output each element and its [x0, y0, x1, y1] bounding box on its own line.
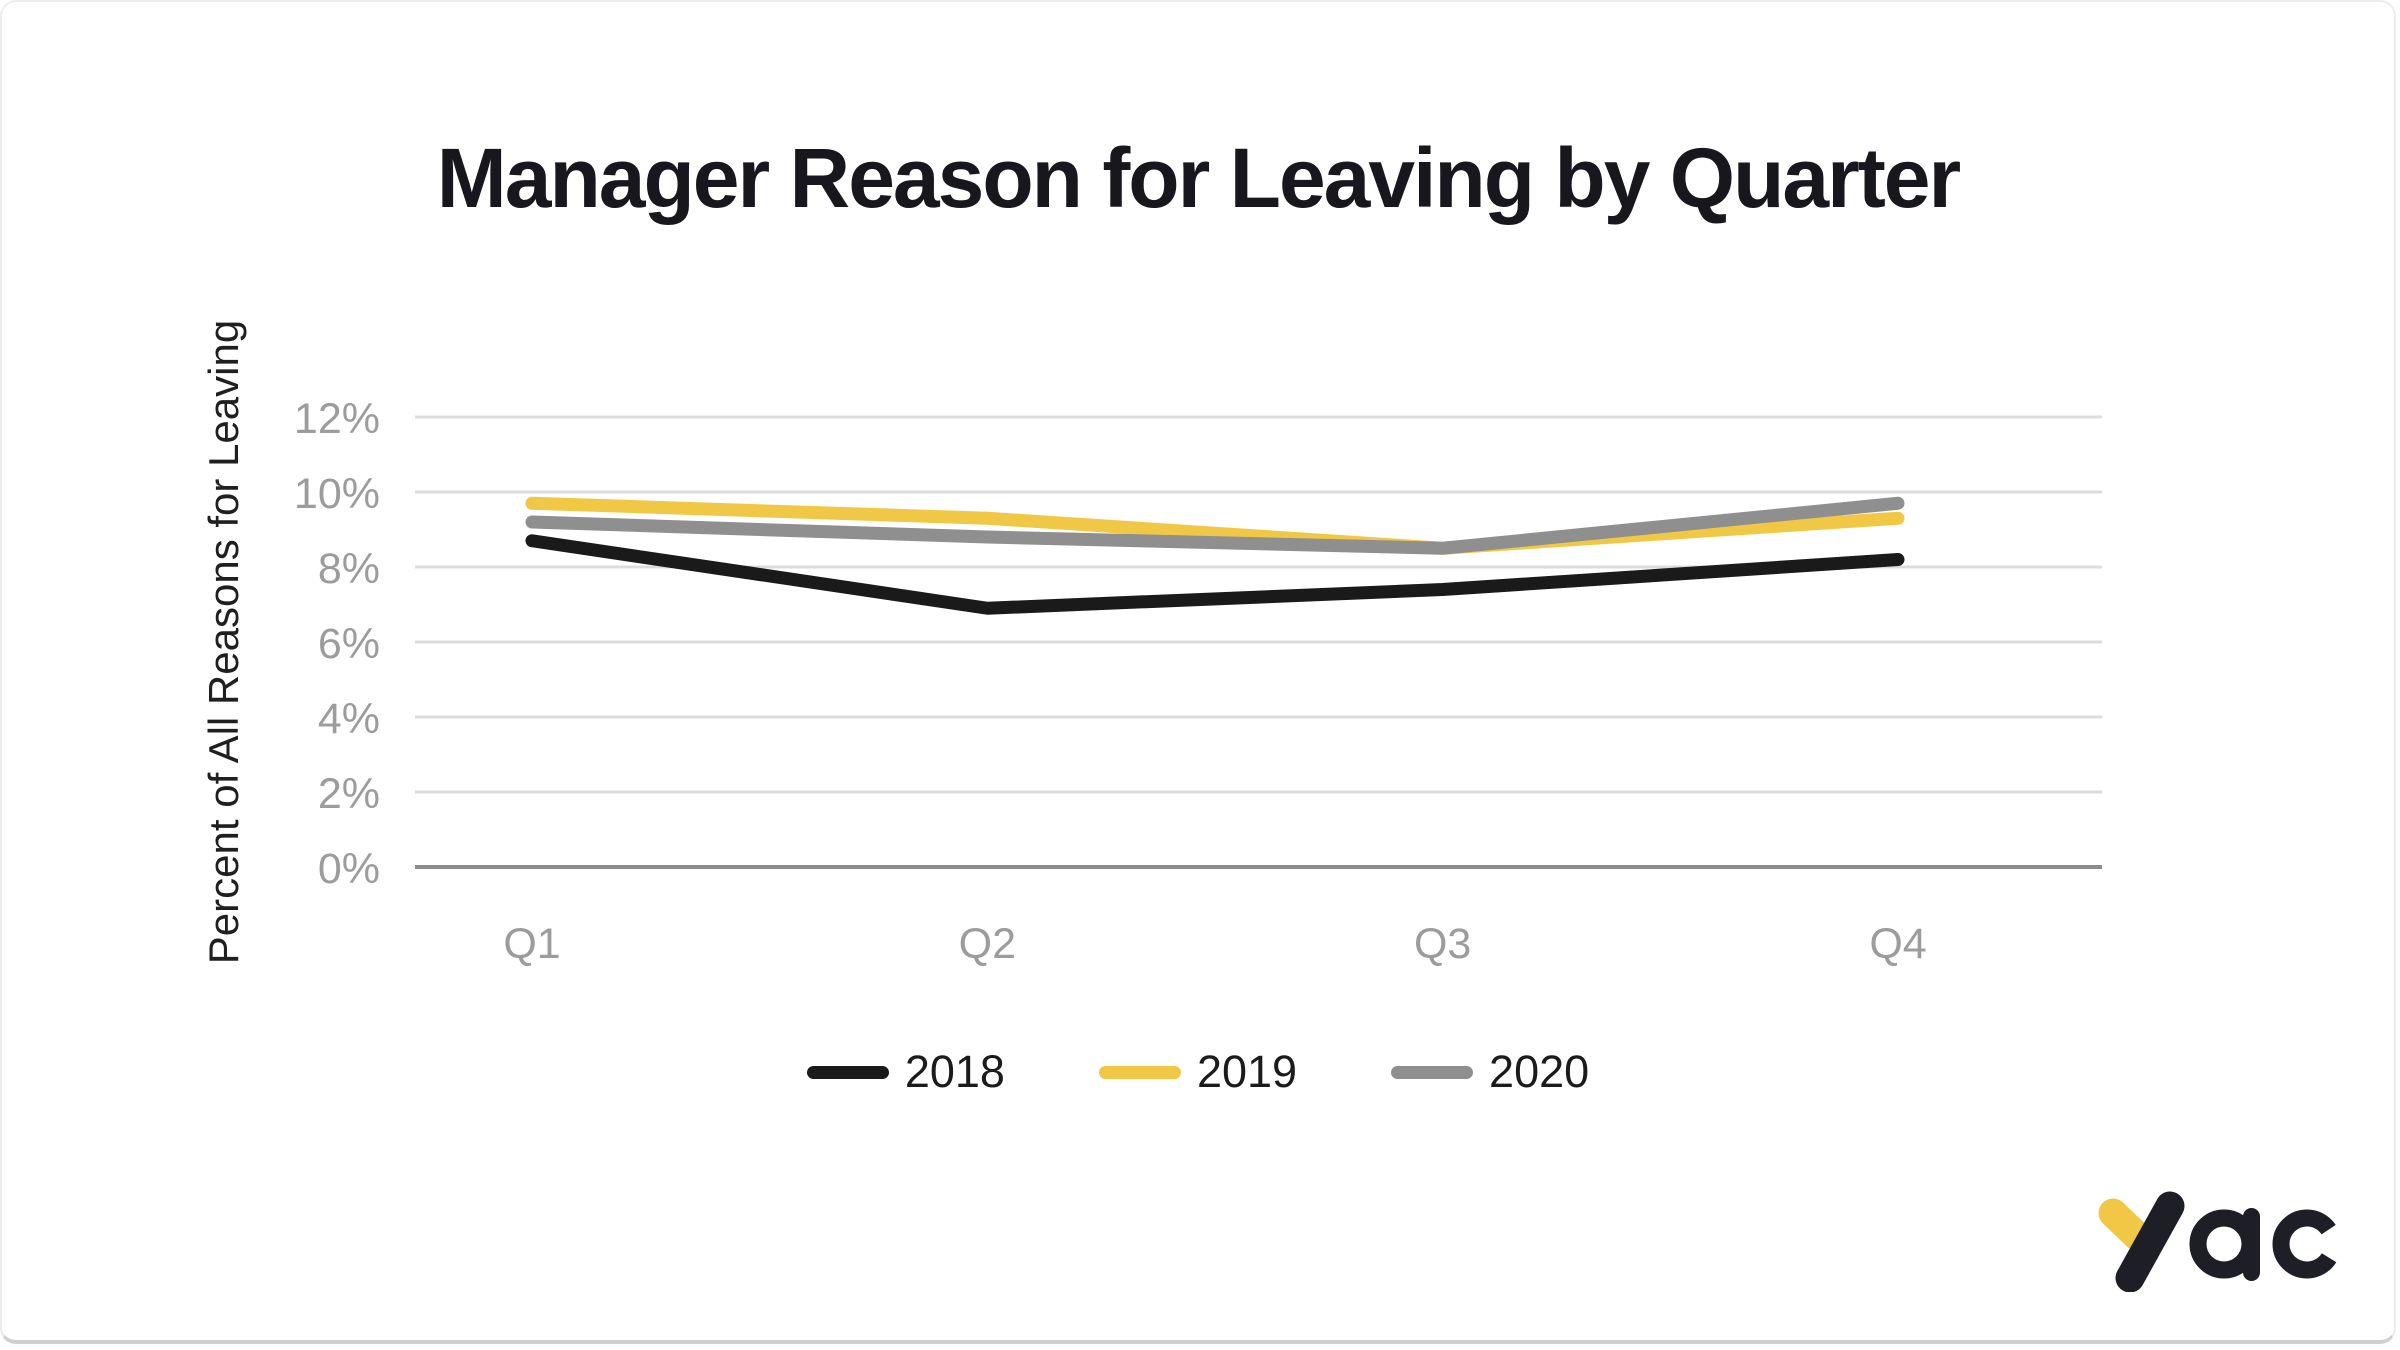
legend-swatch-2019	[1098, 1065, 1181, 1079]
yac-logo	[2098, 1191, 2342, 1292]
legend-item-2020: 2020	[1391, 1046, 1589, 1098]
y-tick-label: 10%	[294, 470, 380, 518]
x-tick-label: Q3	[1414, 920, 1471, 968]
logo-letter-a-bowl	[2189, 1209, 2259, 1279]
legend-item-2018: 2018	[806, 1046, 1005, 1098]
legend: 2018 2019 2020	[2, 1046, 2394, 1098]
y-tick-label: 8%	[318, 545, 380, 593]
y-tick-label: 6%	[318, 620, 380, 668]
series-line-2018	[525, 534, 1905, 615]
y-tick-label: 2%	[318, 770, 380, 818]
logo-y-stem-stroke	[2115, 1191, 2185, 1292]
x-tick-label: Q1	[503, 920, 560, 968]
x-tick-label: Q2	[959, 920, 1016, 968]
legend-label-2018: 2018	[904, 1046, 1005, 1097]
legend-label-2020: 2020	[1489, 1046, 1590, 1097]
y-tick-label: 0%	[318, 845, 380, 893]
x-tick-label: Q4	[1869, 920, 1926, 968]
logo-letter-a-stem	[2243, 1208, 2260, 1281]
legend-swatch-2018	[806, 1065, 889, 1079]
legend-label-2019: 2019	[1196, 1046, 1298, 1097]
series-line-2019	[525, 496, 1905, 555]
logo-letter-c	[2272, 1209, 2342, 1279]
chart-title: Manager Reason for Leaving by Quarter	[436, 131, 1961, 225]
series-line-2020	[525, 496, 1905, 555]
legend-item-2019: 2019	[1098, 1046, 1298, 1098]
legend-swatch-2020	[1391, 1065, 1474, 1079]
y-tick-label: 4%	[318, 695, 380, 743]
y-tick-label: 12%	[294, 395, 380, 443]
logo-y-accent-stroke	[2098, 1198, 2153, 1252]
